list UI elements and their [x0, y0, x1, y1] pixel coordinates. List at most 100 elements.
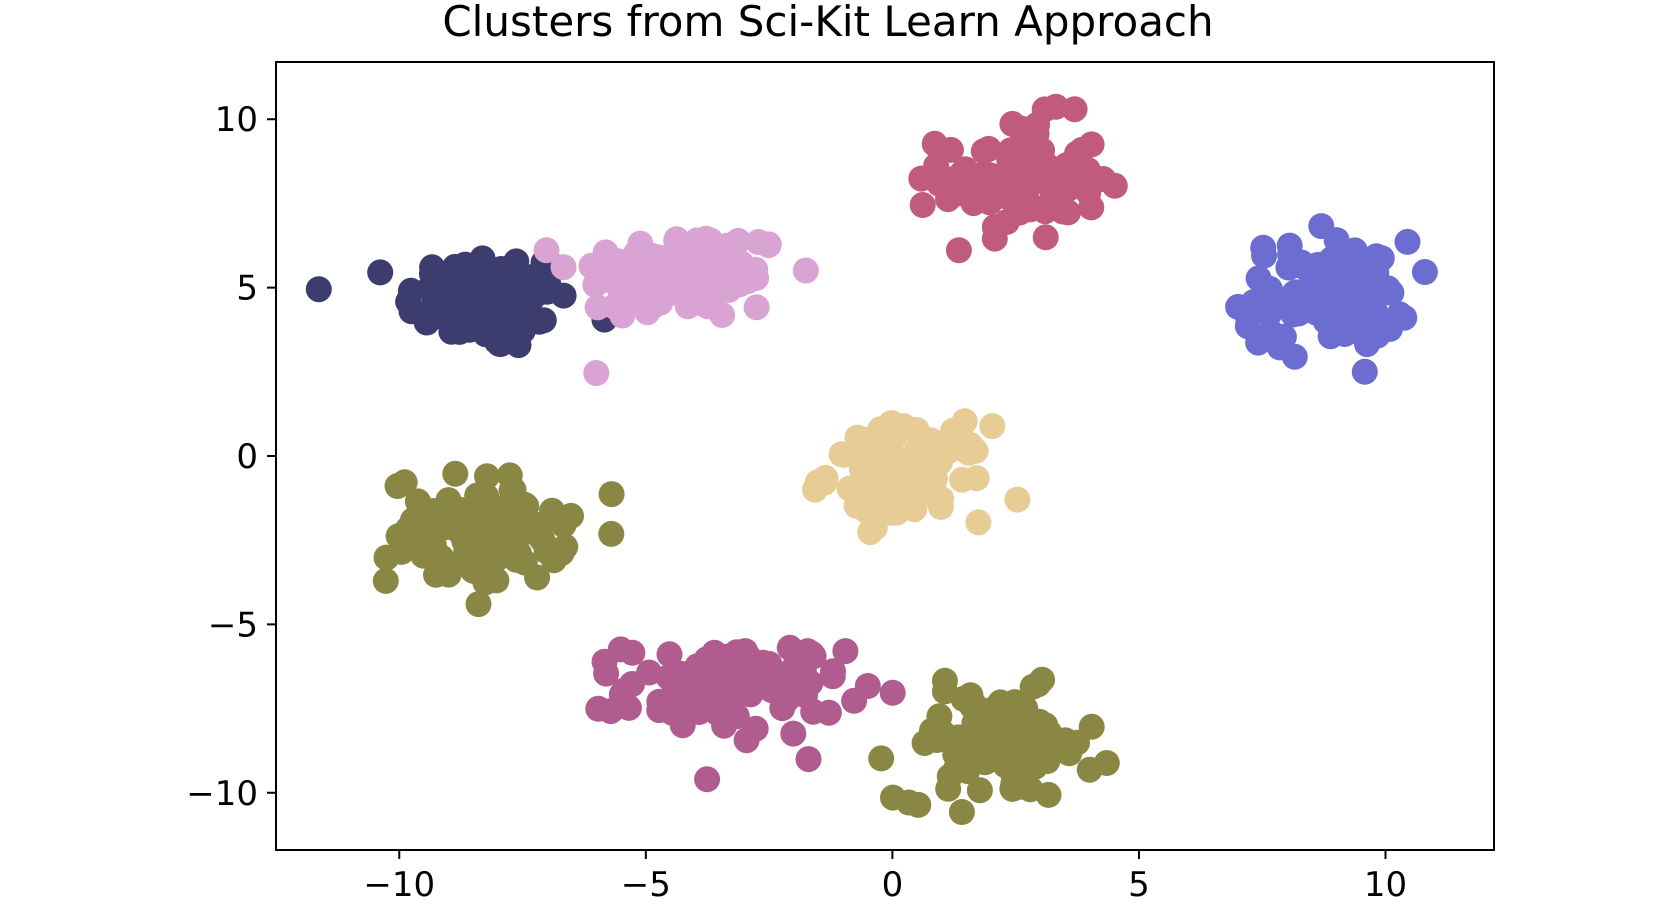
data-point — [1090, 166, 1117, 192]
cluster-5 — [802, 408, 1031, 546]
data-point — [783, 661, 810, 688]
data-point — [965, 509, 992, 536]
points-layer — [305, 93, 1438, 825]
data-point — [792, 682, 818, 709]
data-point — [693, 225, 719, 252]
x-tick-label: 5 — [1128, 865, 1150, 905]
x-tick-label: −5 — [621, 865, 671, 905]
data-point — [780, 720, 807, 747]
data-point — [1032, 712, 1059, 739]
data-point — [1391, 304, 1418, 331]
data-point — [1093, 750, 1120, 776]
data-point — [1277, 291, 1304, 318]
data-point — [372, 567, 399, 594]
data-point — [1282, 250, 1308, 277]
data-point — [962, 437, 989, 464]
data-point — [1008, 150, 1035, 177]
data-point — [583, 360, 610, 386]
data-point — [1351, 358, 1378, 385]
data-point — [420, 532, 447, 559]
data-point — [442, 460, 469, 487]
data-point — [795, 746, 822, 773]
data-point — [712, 706, 739, 733]
data-point — [904, 435, 931, 462]
data-point — [367, 259, 394, 286]
data-point — [926, 703, 953, 730]
data-point — [1032, 198, 1059, 225]
data-point — [909, 192, 936, 218]
data-point — [465, 591, 492, 618]
data-point — [1411, 259, 1438, 285]
data-point — [1061, 96, 1088, 123]
data-point — [911, 730, 938, 756]
data-point — [1032, 224, 1059, 251]
data-point — [943, 755, 970, 782]
y-axis: −10 −5 0 5 10 — [186, 100, 276, 814]
data-point — [591, 648, 618, 675]
data-point — [743, 294, 770, 321]
data-point — [598, 481, 625, 508]
data-point — [619, 671, 646, 697]
data-point — [880, 784, 906, 811]
data-point — [526, 308, 553, 335]
data-point — [966, 777, 993, 804]
data-point — [500, 477, 527, 503]
data-point — [725, 227, 752, 254]
data-point — [1012, 695, 1039, 722]
data-point — [428, 299, 455, 326]
data-point — [533, 237, 560, 264]
data-point — [1078, 713, 1105, 740]
data-point — [699, 292, 726, 319]
data-point — [961, 710, 988, 737]
data-point — [908, 165, 935, 192]
data-point — [586, 254, 613, 281]
data-point — [980, 696, 1007, 722]
data-point — [792, 257, 819, 284]
cluster-4 — [1225, 213, 1438, 385]
data-point — [585, 695, 612, 722]
data-point — [529, 527, 556, 553]
data-point — [1339, 292, 1366, 319]
data-point — [491, 522, 517, 548]
data-point — [1001, 731, 1028, 758]
data-point — [951, 408, 978, 435]
data-point — [1308, 213, 1335, 240]
data-point — [854, 673, 881, 699]
data-point — [820, 658, 846, 685]
y-tick-label: 5 — [236, 269, 258, 309]
data-point — [505, 332, 532, 359]
data-point — [398, 298, 425, 325]
data-point — [883, 499, 910, 526]
data-point — [622, 290, 649, 317]
cluster-8 — [868, 666, 1120, 825]
x-tick-label: 0 — [882, 865, 904, 905]
data-point — [384, 473, 411, 499]
data-point — [714, 643, 741, 670]
data-point — [948, 799, 975, 825]
cluster-7 — [585, 634, 906, 793]
x-tick-label: −10 — [363, 865, 435, 905]
data-point — [866, 449, 893, 476]
data-point — [836, 475, 863, 502]
data-point — [923, 446, 950, 473]
data-point — [905, 791, 932, 818]
data-point — [627, 230, 654, 257]
data-point — [776, 634, 803, 661]
data-point — [474, 463, 500, 490]
data-point — [1000, 771, 1027, 797]
data-point — [832, 638, 859, 665]
data-point — [463, 297, 489, 324]
data-point — [1240, 289, 1267, 315]
data-point — [1004, 486, 1031, 513]
y-tick-label: −10 — [186, 774, 258, 814]
data-point — [402, 508, 429, 535]
data-point — [1012, 192, 1039, 219]
data-point — [1312, 308, 1339, 335]
data-point — [1342, 245, 1369, 272]
data-point — [802, 476, 828, 503]
data-point — [435, 487, 462, 514]
data-point — [728, 250, 755, 277]
x-axis: −10 −5 0 5 10 — [363, 850, 1407, 905]
